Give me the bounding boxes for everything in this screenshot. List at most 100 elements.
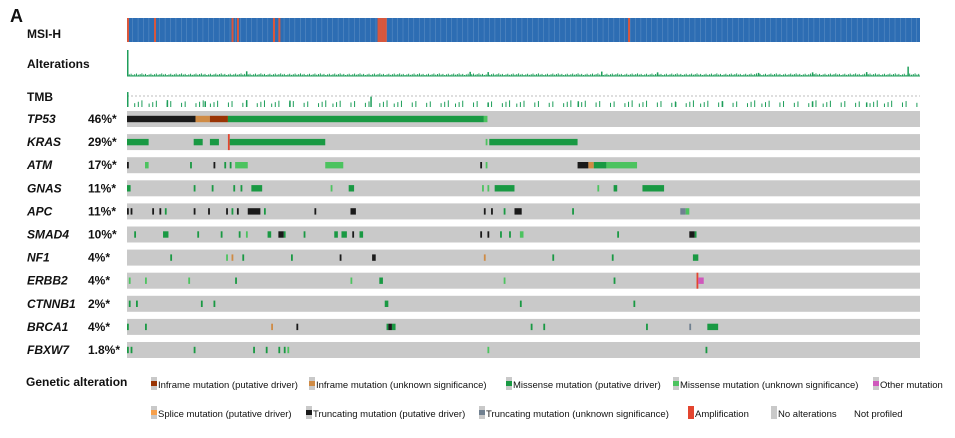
alterations-bar	[770, 73, 772, 76]
msi-sample-divider	[337, 18, 339, 42]
msi-sample-divider	[700, 18, 701, 42]
msi-sample-divider	[364, 18, 366, 42]
alterations-bar	[240, 73, 242, 76]
msi-sample-divider	[473, 18, 474, 42]
tmb-bar	[354, 101, 356, 107]
alterations-bar	[685, 73, 687, 76]
alterations-bar	[725, 73, 727, 76]
alteration-missense-driver	[238, 231, 241, 238]
alterations-bar	[202, 74, 204, 76]
alterations-bar	[195, 73, 197, 76]
alterations-bar	[862, 74, 864, 76]
alterations-bar	[460, 74, 462, 76]
alterations-bar	[435, 74, 437, 76]
msi-sample-divider	[554, 18, 555, 42]
tmb-bar	[642, 102, 644, 107]
alterations-bar	[312, 74, 314, 76]
tmb-bar	[519, 102, 521, 107]
alterations-bar	[328, 73, 330, 76]
alteration-truncating-driver	[491, 208, 493, 215]
alterations-bar	[573, 74, 575, 76]
alterations-bar	[283, 73, 285, 76]
msi-sample-divider	[894, 18, 896, 42]
alterations-bar	[327, 74, 329, 76]
alterations-bar	[145, 73, 147, 76]
legend-label-truncating-driver: Truncating mutation (putative driver)	[313, 409, 465, 420]
alterations-bar	[309, 73, 311, 76]
tmb-peak	[487, 102, 489, 107]
tmb-bar	[638, 103, 640, 107]
alterations-bar	[278, 74, 280, 76]
msi-sample-divider	[640, 18, 642, 42]
alteration-missense-driver	[503, 208, 506, 215]
alteration-missense-unknown	[685, 208, 690, 215]
alterations-bar	[626, 73, 628, 76]
alterations-bar	[743, 74, 745, 76]
alterations-bar	[514, 74, 516, 76]
alterations-bar	[557, 73, 559, 76]
msi-sample-divider	[856, 18, 858, 42]
alterations-bar	[703, 74, 705, 76]
alterations-bar	[393, 73, 395, 76]
msi-sample-divider	[835, 18, 836, 42]
alterations-bar	[209, 73, 211, 76]
alteration-missense-driver	[190, 162, 192, 169]
tmb-bar	[779, 102, 781, 107]
alterations-bar	[350, 74, 352, 76]
alterations-bar	[856, 74, 858, 76]
alterations-bar	[271, 74, 273, 76]
alterations-bar	[404, 75, 406, 76]
msi-sample-divider	[305, 18, 306, 42]
alterations-bar	[595, 74, 597, 76]
alterations-bar	[541, 73, 543, 76]
alterations-bar	[828, 74, 830, 76]
alteration-missense-driver	[593, 162, 607, 169]
alteration-missense-driver	[633, 300, 636, 307]
tmb-bar	[534, 102, 536, 107]
msi-sample-divider	[775, 18, 777, 42]
gene-row-background-nf1	[127, 249, 920, 266]
alterations-bar	[148, 74, 150, 76]
tmb-bar	[325, 100, 327, 107]
tmb-bar	[202, 100, 204, 107]
alterations-bar	[298, 74, 300, 76]
alterations-bar	[774, 74, 776, 76]
tmb-bar	[570, 100, 572, 107]
alteration-missense-driver	[552, 254, 555, 261]
alterations-bar	[206, 75, 208, 76]
alteration-truncating-driver	[514, 208, 522, 215]
msi-sample-divider	[505, 18, 506, 42]
alterations-bar	[662, 75, 664, 76]
alteration-missense-unknown	[245, 231, 248, 238]
alteration-missense-unknown	[128, 277, 131, 284]
msi-sample-divider	[667, 18, 669, 42]
tmb-bar	[566, 101, 568, 107]
alterations-bar	[467, 73, 469, 76]
alterations-bar	[222, 74, 224, 76]
alterations-bar	[822, 74, 824, 76]
alterations-bar	[291, 74, 293, 76]
alterations-bar	[227, 74, 229, 76]
alterations-bar	[799, 73, 801, 76]
tmb-bar	[184, 101, 186, 107]
msi-h-sample	[272, 18, 275, 42]
alterations-bar	[680, 73, 682, 76]
msi-sample-divider	[878, 18, 880, 42]
alterations-bar	[491, 74, 493, 76]
alterations-bar	[204, 73, 206, 76]
alteration-amplification	[227, 134, 230, 151]
alteration-missense-driver	[267, 231, 272, 238]
msi-sample-divider	[289, 18, 290, 42]
msi-h-sample	[154, 18, 157, 42]
alterations-bar	[510, 74, 512, 76]
gene-row-background-gnas	[127, 180, 920, 197]
alteration-missense-driver	[170, 254, 173, 261]
tmb-bar	[732, 102, 734, 107]
alterations-bar	[842, 74, 844, 76]
msi-sample-divider	[829, 18, 831, 42]
msi-sample-divider	[224, 18, 225, 42]
alterations-bar	[134, 74, 136, 76]
tmb-bar	[671, 102, 673, 107]
alterations-bar	[208, 74, 210, 76]
legend-swatch-mark	[151, 381, 157, 386]
